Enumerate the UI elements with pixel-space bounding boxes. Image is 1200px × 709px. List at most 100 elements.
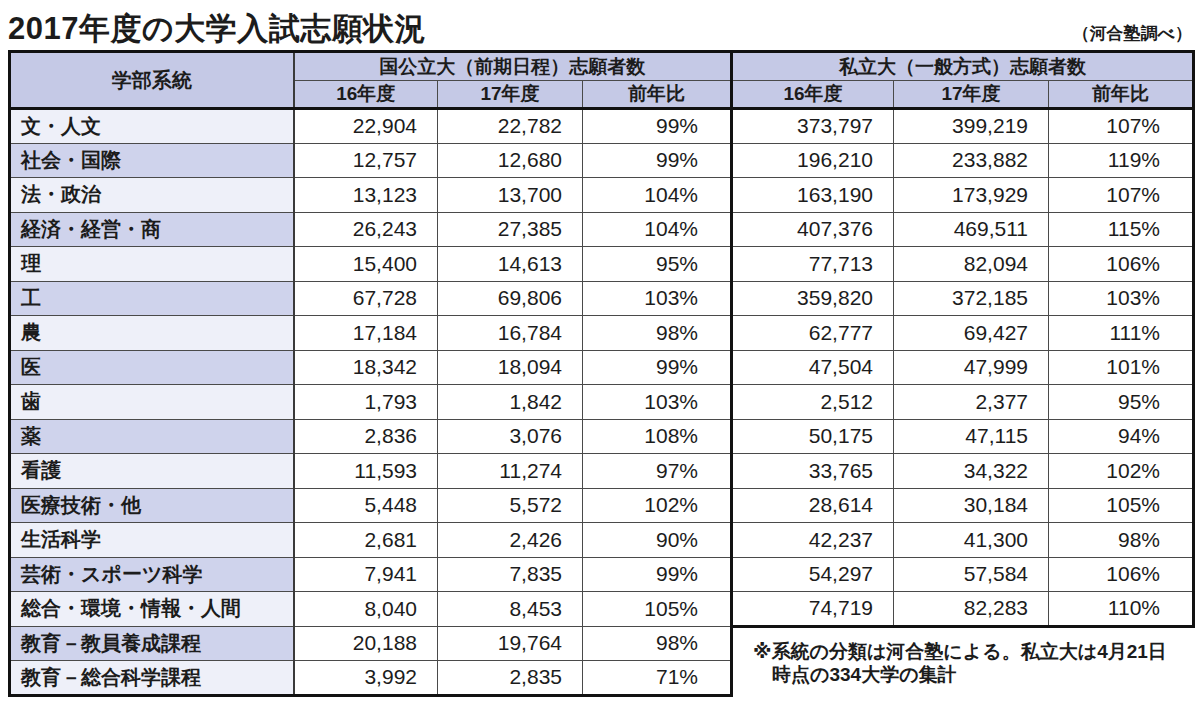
table-row: 理15,40014,61395%77,71382,094106% bbox=[10, 247, 1194, 282]
private-yoy: 119% bbox=[1049, 143, 1194, 178]
table-row: 薬2,8363,076108%50,17547,11594% bbox=[10, 419, 1194, 454]
subheader-national-y16: 16年度 bbox=[294, 81, 438, 109]
table-row: 教育－教員養成課程20,18819,76498%※系統の分類は河合塾による。私立… bbox=[10, 626, 1194, 661]
private-y17: 30,184 bbox=[894, 488, 1049, 523]
private-y17: 47,115 bbox=[894, 419, 1049, 454]
private-yoy: 98% bbox=[1049, 523, 1194, 558]
footnote-line: 時点の334大学の集計 bbox=[753, 663, 1194, 687]
footnote-line: ※系統の分類は河合塾による。私立大は4月21日 bbox=[753, 640, 1194, 664]
private-yoy: 115% bbox=[1049, 212, 1194, 247]
national-yoy: 108% bbox=[583, 419, 732, 454]
row-label: 看護 bbox=[10, 454, 294, 489]
group-header-row: 学部系統 国公立大（前期日程）志願者数 私立大（一般方式）志願者数 bbox=[10, 52, 1194, 81]
national-yoy: 99% bbox=[583, 350, 732, 385]
private-y17: 82,094 bbox=[894, 247, 1049, 282]
national-y17: 7,835 bbox=[438, 557, 583, 592]
national-y16: 15,400 bbox=[294, 247, 438, 282]
private-y17: 233,882 bbox=[894, 143, 1049, 178]
private-y17: 57,584 bbox=[894, 557, 1049, 592]
private-yoy: 101% bbox=[1049, 350, 1194, 385]
table-row: 総合・環境・情報・人間8,0408,453105%74,71982,283110… bbox=[10, 592, 1194, 627]
private-y17: 34,322 bbox=[894, 454, 1049, 489]
row-label: 医 bbox=[10, 350, 294, 385]
row-label: 理 bbox=[10, 247, 294, 282]
table-row: 歯1,7931,842103%2,5122,37795% bbox=[10, 385, 1194, 420]
private-y16: 163,190 bbox=[732, 178, 894, 213]
private-yoy: 111% bbox=[1049, 316, 1194, 351]
national-y17: 1,842 bbox=[438, 385, 583, 420]
private-y16: 28,614 bbox=[732, 488, 894, 523]
national-yoy: 103% bbox=[583, 385, 732, 420]
national-y16: 1,793 bbox=[294, 385, 438, 420]
private-y16: 196,210 bbox=[732, 143, 894, 178]
table-row: 法・政治13,12313,700104%163,190173,929107% bbox=[10, 178, 1194, 213]
national-yoy: 98% bbox=[583, 626, 732, 661]
private-yoy: 107% bbox=[1049, 178, 1194, 213]
private-y16: 54,297 bbox=[732, 557, 894, 592]
national-y17: 11,274 bbox=[438, 454, 583, 489]
national-y16: 17,184 bbox=[294, 316, 438, 351]
national-y16: 67,728 bbox=[294, 281, 438, 316]
table-row: 農17,18416,78498%62,77769,427111% bbox=[10, 316, 1194, 351]
national-y17: 16,784 bbox=[438, 316, 583, 351]
national-y17: 22,782 bbox=[438, 109, 583, 144]
national-y16: 2,836 bbox=[294, 419, 438, 454]
national-y16: 26,243 bbox=[294, 212, 438, 247]
private-yoy: 102% bbox=[1049, 454, 1194, 489]
private-y16: 62,777 bbox=[732, 316, 894, 351]
national-y16: 18,342 bbox=[294, 350, 438, 385]
table-row: 経済・経営・商26,24327,385104%407,376469,511115… bbox=[10, 212, 1194, 247]
national-yoy: 103% bbox=[583, 281, 732, 316]
private-y16: 359,820 bbox=[732, 281, 894, 316]
national-y17: 12,680 bbox=[438, 143, 583, 178]
row-label: 文・人文 bbox=[10, 109, 294, 144]
private-y16: 407,376 bbox=[732, 212, 894, 247]
national-yoy: 99% bbox=[583, 109, 732, 144]
private-y17: 399,219 bbox=[894, 109, 1049, 144]
table-row: 生活科学2,6812,42690%42,23741,30098% bbox=[10, 523, 1194, 558]
row-label: 医療技術・他 bbox=[10, 488, 294, 523]
title-bar: 2017年度の大学入試志願状況 （河合塾調べ） bbox=[0, 0, 1200, 50]
national-yoy: 95% bbox=[583, 247, 732, 282]
table-row: 芸術・スポーツ科学7,9417,83599%54,29757,584106% bbox=[10, 557, 1194, 592]
private-yoy: 95% bbox=[1049, 385, 1194, 420]
national-yoy: 104% bbox=[583, 212, 732, 247]
subheader-national-y17: 17年度 bbox=[438, 81, 583, 109]
national-y16: 22,904 bbox=[294, 109, 438, 144]
table-row: 看護11,59311,27497%33,76534,322102% bbox=[10, 454, 1194, 489]
subheader-national-yoy: 前年比 bbox=[583, 81, 732, 109]
national-y16: 8,040 bbox=[294, 592, 438, 627]
row-label: 歯 bbox=[10, 385, 294, 420]
private-y16: 47,504 bbox=[732, 350, 894, 385]
private-y16: 2,512 bbox=[732, 385, 894, 420]
private-yoy: 106% bbox=[1049, 247, 1194, 282]
row-label: 農 bbox=[10, 316, 294, 351]
private-y16: 33,765 bbox=[732, 454, 894, 489]
national-yoy: 99% bbox=[583, 557, 732, 592]
subheader-private-yoy: 前年比 bbox=[1049, 81, 1194, 109]
national-y16: 2,681 bbox=[294, 523, 438, 558]
national-y17: 27,385 bbox=[438, 212, 583, 247]
private-y17: 372,185 bbox=[894, 281, 1049, 316]
private-yoy: 107% bbox=[1049, 109, 1194, 144]
national-y16: 11,593 bbox=[294, 454, 438, 489]
group-header-national: 国公立大（前期日程）志願者数 bbox=[294, 52, 732, 81]
private-y17: 69,427 bbox=[894, 316, 1049, 351]
national-y16: 3,992 bbox=[294, 661, 438, 696]
row-label: 生活科学 bbox=[10, 523, 294, 558]
national-y17: 2,835 bbox=[438, 661, 583, 696]
private-y16: 373,797 bbox=[732, 109, 894, 144]
row-label: 総合・環境・情報・人間 bbox=[10, 592, 294, 627]
subheader-private-y16: 16年度 bbox=[732, 81, 894, 109]
national-y16: 7,941 bbox=[294, 557, 438, 592]
table-row: 工67,72869,806103%359,820372,185103% bbox=[10, 281, 1194, 316]
national-y16: 12,757 bbox=[294, 143, 438, 178]
table-row: 医18,34218,09499%47,50447,999101% bbox=[10, 350, 1194, 385]
national-y17: 3,076 bbox=[438, 419, 583, 454]
private-yoy: 103% bbox=[1049, 281, 1194, 316]
private-y17: 173,929 bbox=[894, 178, 1049, 213]
group-header-private: 私立大（一般方式）志願者数 bbox=[732, 52, 1194, 81]
national-yoy: 102% bbox=[583, 488, 732, 523]
national-y17: 19,764 bbox=[438, 626, 583, 661]
footnote: ※系統の分類は河合塾による。私立大は4月21日時点の334大学の集計 bbox=[732, 626, 1194, 695]
